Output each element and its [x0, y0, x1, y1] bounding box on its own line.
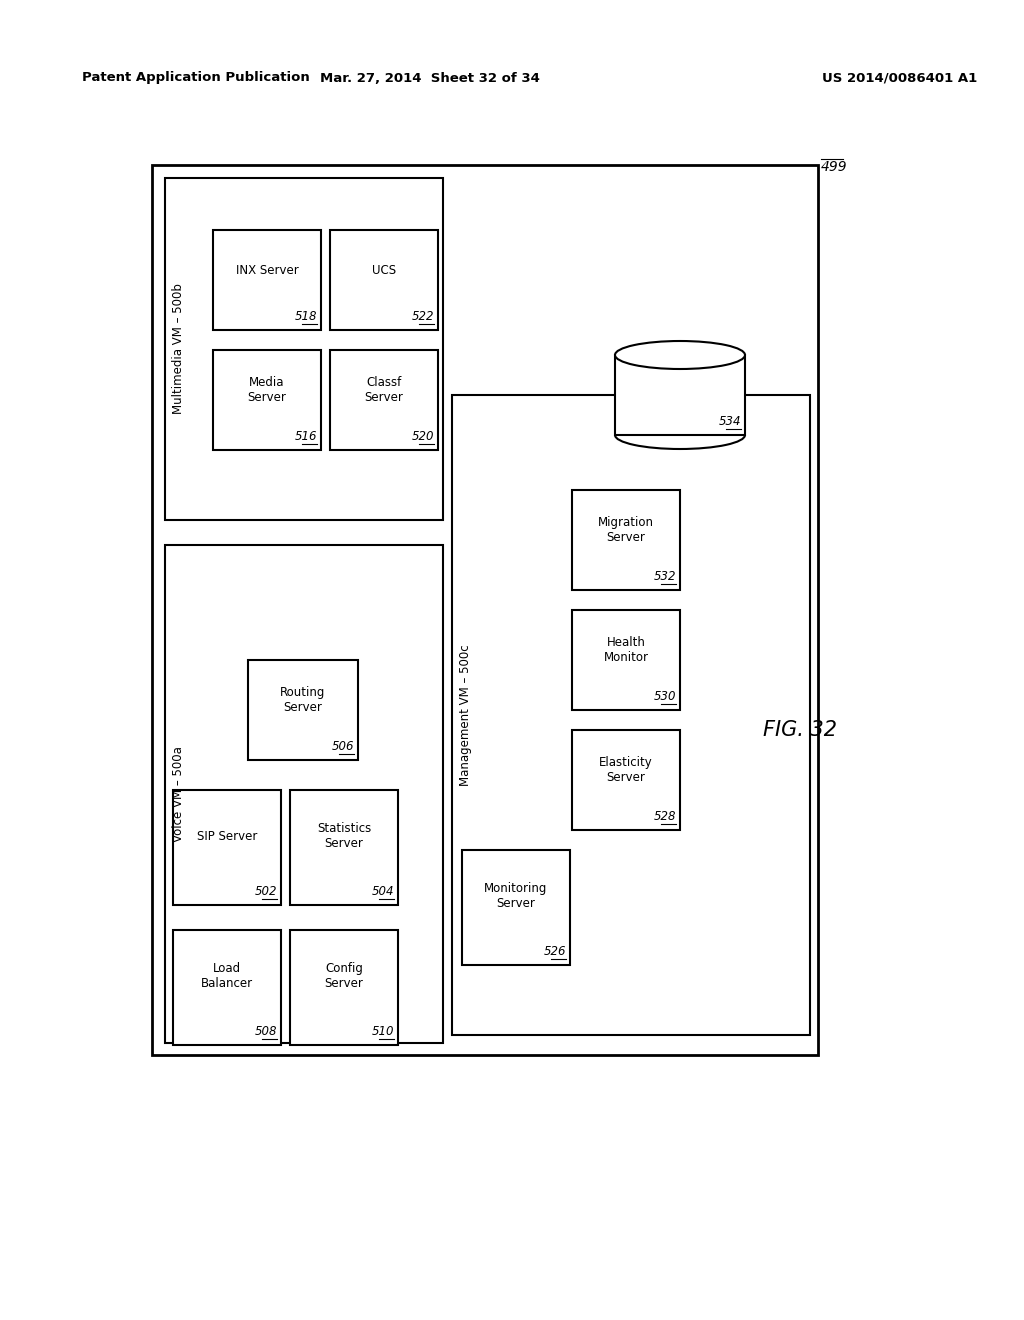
Text: 530: 530 [653, 690, 676, 704]
Text: 528: 528 [653, 810, 676, 822]
FancyBboxPatch shape [615, 355, 745, 436]
Text: Statistics
Server: Statistics Server [316, 822, 371, 850]
FancyBboxPatch shape [290, 931, 398, 1045]
Text: 506: 506 [332, 741, 354, 752]
Text: UCS: UCS [372, 264, 396, 276]
Text: 522: 522 [412, 310, 434, 323]
Text: 510: 510 [372, 1026, 394, 1038]
Text: Health
Monitor: Health Monitor [603, 636, 648, 664]
Text: SIP Server: SIP Server [197, 829, 257, 842]
FancyBboxPatch shape [213, 230, 321, 330]
FancyBboxPatch shape [248, 660, 358, 760]
FancyBboxPatch shape [165, 178, 443, 520]
Text: Mar. 27, 2014  Sheet 32 of 34: Mar. 27, 2014 Sheet 32 of 34 [321, 71, 540, 84]
FancyBboxPatch shape [173, 789, 281, 906]
Text: 520: 520 [412, 430, 434, 444]
Text: Voice VM – 500a: Voice VM – 500a [171, 746, 184, 842]
Text: US 2014/0086401 A1: US 2014/0086401 A1 [822, 71, 978, 84]
FancyBboxPatch shape [452, 395, 810, 1035]
Text: Load
Balancer: Load Balancer [201, 962, 253, 990]
FancyBboxPatch shape [572, 610, 680, 710]
Text: 504: 504 [372, 884, 394, 898]
Text: Elasticity
Server: Elasticity Server [599, 756, 653, 784]
Text: Config
Server: Config Server [325, 962, 364, 990]
Text: Routing
Server: Routing Server [281, 686, 326, 714]
FancyBboxPatch shape [290, 789, 398, 906]
FancyBboxPatch shape [173, 931, 281, 1045]
Text: 508: 508 [255, 1026, 278, 1038]
Text: Media
Server: Media Server [248, 376, 287, 404]
Ellipse shape [615, 341, 745, 370]
Text: 532: 532 [653, 570, 676, 583]
Text: FIG. 32: FIG. 32 [763, 719, 837, 741]
FancyBboxPatch shape [213, 350, 321, 450]
Text: 502: 502 [255, 884, 278, 898]
Text: INX Server: INX Server [236, 264, 298, 276]
Text: 518: 518 [295, 310, 317, 323]
Text: Management VM – 500c: Management VM – 500c [459, 644, 471, 785]
FancyBboxPatch shape [572, 490, 680, 590]
FancyBboxPatch shape [572, 730, 680, 830]
Text: 526: 526 [544, 945, 566, 958]
Text: 499: 499 [821, 160, 848, 174]
FancyBboxPatch shape [462, 850, 570, 965]
FancyBboxPatch shape [152, 165, 818, 1055]
Text: Migration
Server: Migration Server [598, 516, 654, 544]
Text: 516: 516 [295, 430, 317, 444]
Text: Patent Application Publication: Patent Application Publication [82, 71, 309, 84]
FancyBboxPatch shape [330, 350, 438, 450]
Text: Classf
Server: Classf Server [365, 376, 403, 404]
FancyBboxPatch shape [330, 230, 438, 330]
Text: Multimedia VM – 500b: Multimedia VM – 500b [171, 284, 184, 414]
FancyBboxPatch shape [165, 545, 443, 1043]
Text: Monitoring
Server: Monitoring Server [484, 882, 548, 909]
Text: 534: 534 [719, 414, 741, 428]
